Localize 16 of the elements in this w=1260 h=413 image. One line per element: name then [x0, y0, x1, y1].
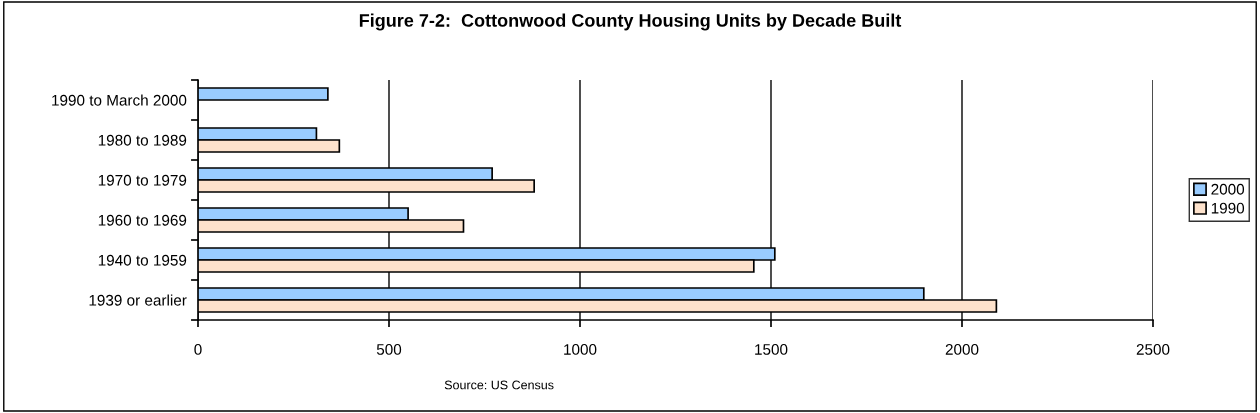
y-tick-label: 1940 to 1959 — [98, 254, 187, 266]
x-tick-label: 500 — [376, 344, 402, 355]
legend-label: 2000 — [1211, 183, 1245, 195]
x-tick-label: 2500 — [1136, 344, 1170, 355]
y-tick-label: 1939 or earlier — [89, 294, 187, 306]
x-tick-label: 1000 — [564, 344, 597, 355]
x-tick-label: 1500 — [755, 344, 788, 355]
y-tick-label: 1970 to 1979 — [98, 174, 187, 186]
x-tick-label: 2000 — [945, 344, 979, 355]
source-note: Source: US Census — [444, 380, 554, 390]
x-tick-label: 0 — [194, 344, 202, 355]
chart-title: Figure 7-2: Cottonwood County Housing Units by Decade Built — [359, 13, 902, 31]
y-tick-label: 1990 to March 2000 — [52, 94, 187, 106]
y-tick-label: 1980 to 1989 — [98, 134, 187, 146]
legend-label: 1990 — [1211, 202, 1245, 214]
y-tick-label: 1960 to 1969 — [98, 214, 187, 226]
